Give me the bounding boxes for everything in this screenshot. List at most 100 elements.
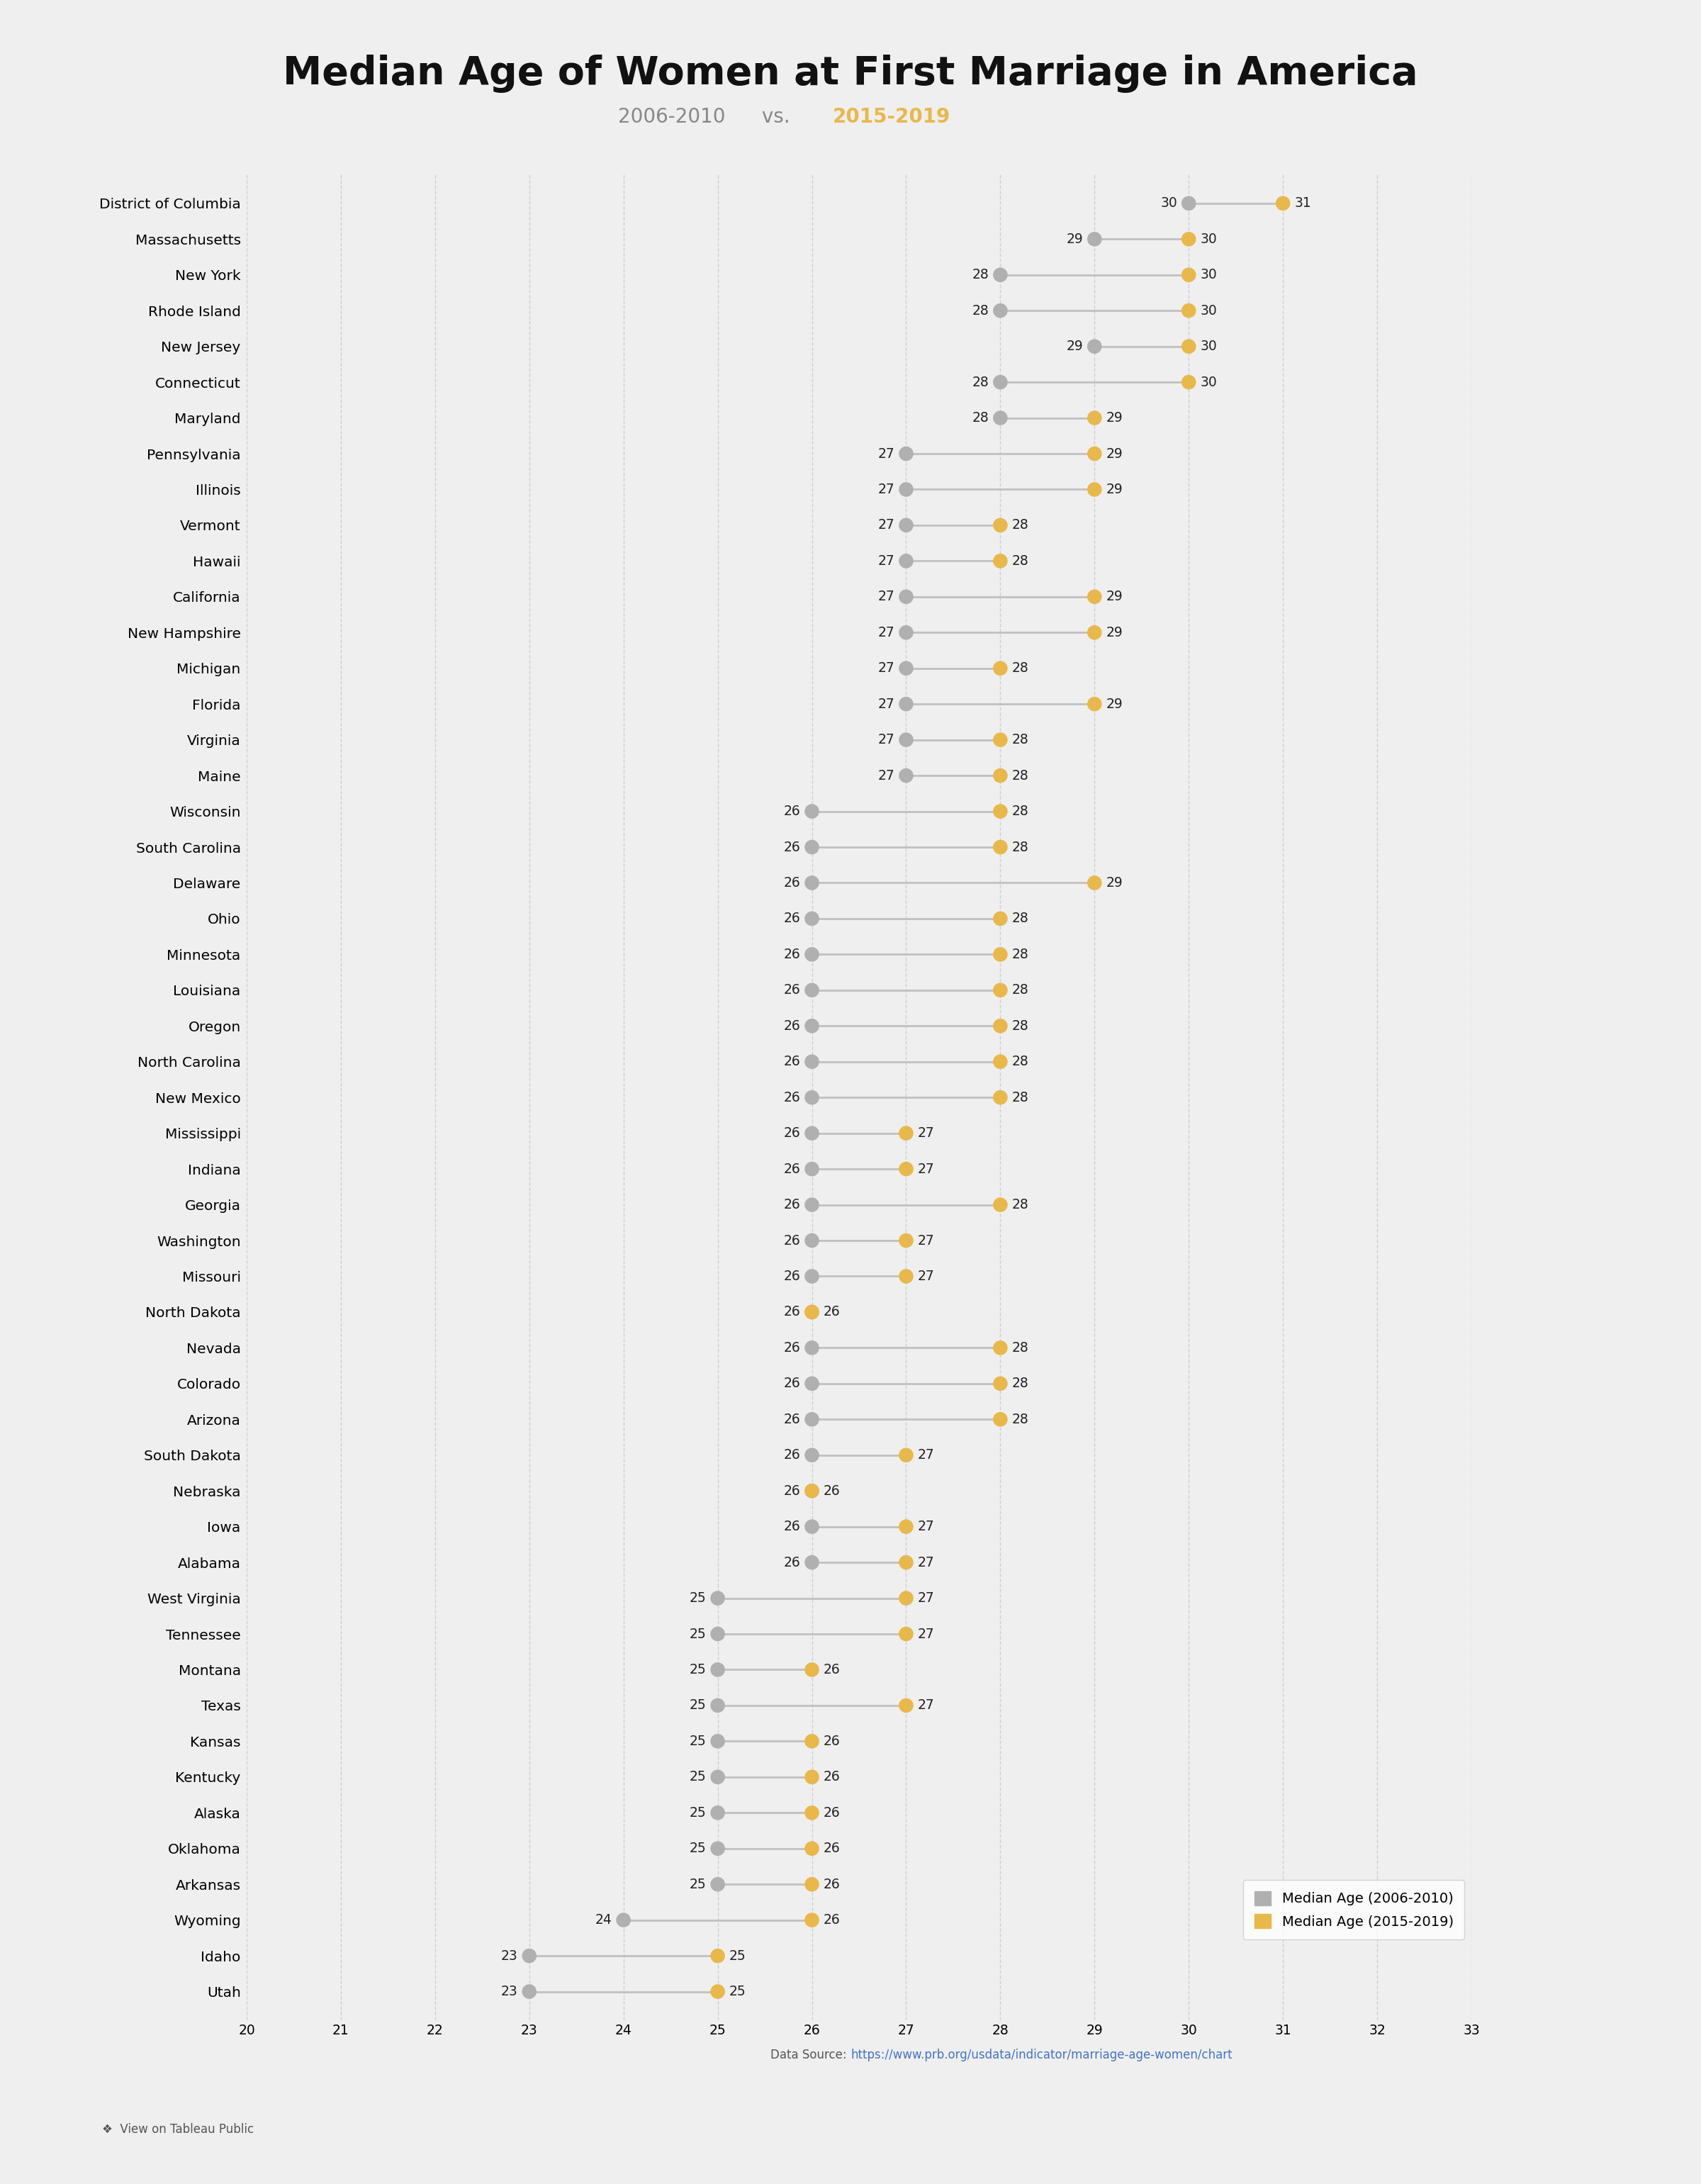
Point (987, 258, 1014, 293)
Point (798, 1723, 825, 1758)
Text: 29: 29 (1106, 448, 1123, 461)
Text: 28: 28 (973, 411, 988, 424)
Point (893, 1544, 920, 1579)
Point (893, 1116, 920, 1151)
Point (798, 1295, 825, 1330)
Text: 29: 29 (1067, 232, 1084, 247)
Point (798, 1367, 825, 1402)
Text: 28: 28 (1012, 1055, 1029, 1068)
Text: 26: 26 (784, 841, 801, 854)
Point (798, 1330, 825, 1365)
Text: 27: 27 (917, 1448, 934, 1461)
Text: 28: 28 (1012, 1413, 1029, 1426)
Point (704, 1760, 731, 1795)
Text: 30: 30 (1199, 376, 1216, 389)
Point (987, 758, 1014, 793)
Text: 26: 26 (784, 1090, 801, 1105)
Point (798, 865, 825, 900)
Text: 28: 28 (1012, 983, 1029, 996)
Text: 28: 28 (1012, 555, 1029, 568)
Text: 26: 26 (784, 983, 801, 996)
Point (1175, 365, 1203, 400)
Point (1175, 258, 1203, 293)
Point (798, 1795, 825, 1830)
Point (798, 1009, 825, 1044)
Text: 29: 29 (1106, 697, 1123, 710)
Point (893, 507, 920, 542)
Point (893, 1616, 920, 1651)
Text: 27: 27 (917, 1699, 934, 1712)
Text: 26: 26 (784, 1520, 801, 1533)
Text: 25: 25 (689, 1771, 706, 1784)
Point (704, 1867, 731, 1902)
Point (1269, 186, 1296, 221)
Text: 28: 28 (1012, 948, 1029, 961)
Text: 26: 26 (784, 1413, 801, 1426)
Point (987, 723, 1014, 758)
Point (893, 686, 920, 721)
Text: 29: 29 (1106, 483, 1123, 496)
Text: vs.: vs. (755, 107, 796, 127)
Point (798, 972, 825, 1007)
Point (893, 616, 920, 651)
Text: 27: 27 (878, 662, 895, 675)
Point (893, 758, 920, 793)
Point (987, 1367, 1014, 1402)
Text: 28: 28 (1012, 518, 1029, 533)
Text: 27: 27 (878, 555, 895, 568)
Point (987, 937, 1014, 972)
Text: 26: 26 (784, 1127, 801, 1140)
Point (893, 723, 920, 758)
Text: 28: 28 (1012, 1376, 1029, 1391)
Point (893, 1509, 920, 1544)
Point (893, 579, 920, 614)
Text: 27: 27 (917, 1555, 934, 1568)
Point (798, 1544, 825, 1579)
Point (987, 507, 1014, 542)
Text: 25: 25 (689, 1662, 706, 1677)
Text: ❖  View on Tableau Public: ❖ View on Tableau Public (102, 2123, 253, 2136)
Text: 26: 26 (784, 1162, 801, 1175)
Point (1080, 579, 1107, 614)
Text: 26: 26 (784, 913, 801, 926)
Text: 26: 26 (823, 1806, 840, 1819)
Text: 25: 25 (730, 1985, 745, 1998)
Text: 26: 26 (823, 1485, 840, 1498)
Point (798, 1474, 825, 1509)
Text: 26: 26 (784, 876, 801, 889)
Point (798, 793, 825, 828)
Text: 26: 26 (784, 804, 801, 819)
Point (987, 1009, 1014, 1044)
Text: 26: 26 (784, 1269, 801, 1282)
Point (1080, 472, 1107, 507)
Text: Median Age of Women at First Marriage in America: Median Age of Women at First Marriage in… (282, 55, 1419, 94)
Text: 28: 28 (973, 269, 988, 282)
Text: 29: 29 (1106, 590, 1123, 603)
Point (704, 1688, 731, 1723)
Point (1175, 293, 1203, 328)
Text: 30: 30 (1199, 269, 1216, 282)
Point (987, 651, 1014, 686)
Point (893, 1151, 920, 1186)
Point (987, 1330, 1014, 1365)
Point (987, 1402, 1014, 1437)
Point (987, 293, 1014, 328)
Text: 2015-2019: 2015-2019 (832, 107, 951, 127)
Point (798, 937, 825, 972)
Point (798, 1509, 825, 1544)
Point (893, 437, 920, 472)
Point (798, 1258, 825, 1293)
Point (893, 651, 920, 686)
Text: 26: 26 (784, 1020, 801, 1033)
Text: 29: 29 (1067, 341, 1084, 354)
Point (893, 1688, 920, 1723)
Text: 30: 30 (1199, 341, 1216, 354)
Text: 27: 27 (917, 1269, 934, 1282)
Point (798, 1437, 825, 1472)
Text: 27: 27 (878, 518, 895, 533)
Text: 26: 26 (784, 1234, 801, 1247)
Point (798, 1188, 825, 1223)
Point (515, 1939, 543, 1974)
Text: 27: 27 (878, 627, 895, 640)
Point (1175, 330, 1203, 365)
